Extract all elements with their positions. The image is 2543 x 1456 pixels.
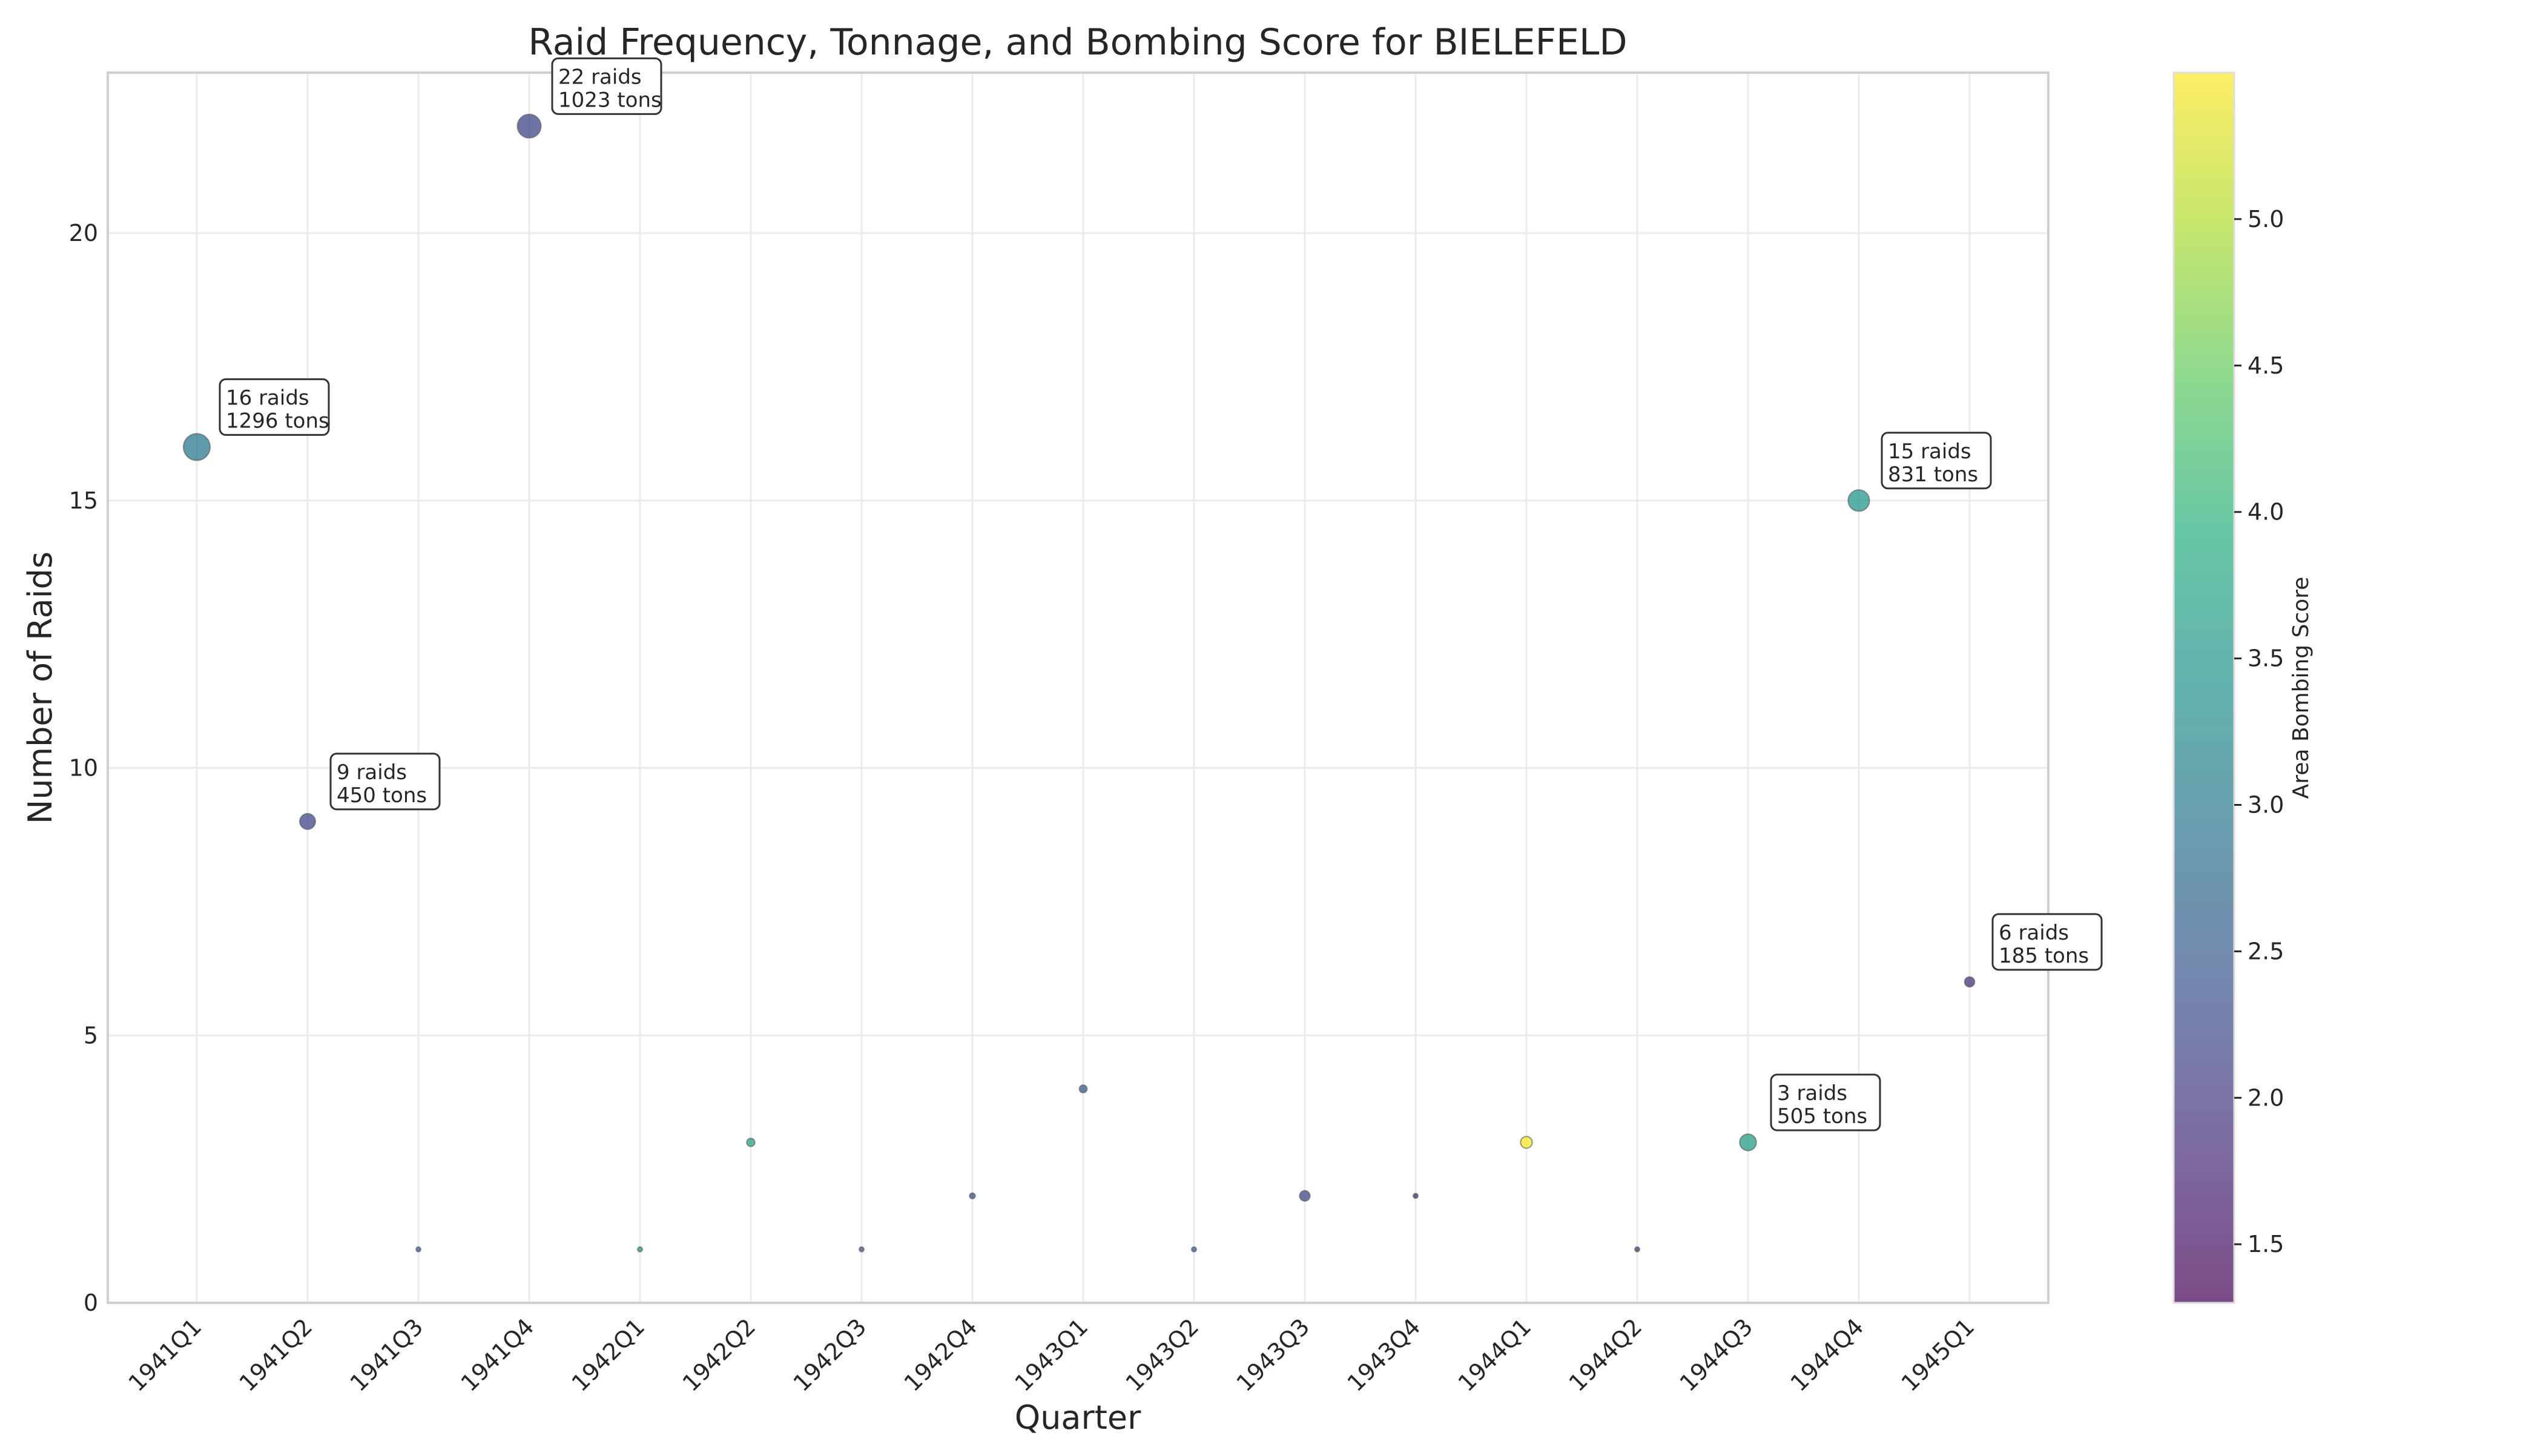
x-tick-label: 1943Q4 — [1342, 1313, 1426, 1397]
data-point — [746, 1138, 756, 1147]
x-tick-label: 1944Q4 — [1786, 1313, 1869, 1397]
annotation-box — [551, 57, 662, 115]
annotation-tons: 1296 tons — [226, 409, 329, 433]
annotation-tons: 831 tons — [1888, 463, 1978, 487]
x-tick-label: 1941Q1 — [124, 1313, 207, 1397]
data-point — [516, 113, 542, 139]
x-tick-label: 1942Q1 — [567, 1313, 650, 1397]
y-tick-label: 0 — [84, 1290, 98, 1316]
data-point — [1634, 1246, 1640, 1253]
annotation-box — [329, 753, 441, 811]
annotation-raids: 16 raids — [226, 386, 309, 410]
data-point — [1191, 1246, 1197, 1253]
colorbar-tick-label: 4.0 — [2248, 499, 2284, 525]
x-tick-label: 1943Q2 — [1121, 1313, 1204, 1397]
chart-title: Raid Frequency, Tonnage, and Bombing Sco… — [528, 21, 1627, 64]
colorbar-tick-label: 3.5 — [2248, 645, 2284, 672]
data-point — [637, 1246, 643, 1253]
colorbar-label: Area Bombing Score — [2289, 577, 2314, 799]
data-point — [1078, 1084, 1088, 1094]
annotation-tons: 450 tons — [337, 783, 427, 808]
y-tick-label: 5 — [84, 1022, 98, 1049]
data-point — [299, 812, 316, 830]
data-point — [1739, 1133, 1757, 1151]
data-point — [415, 1246, 421, 1253]
data-point — [859, 1246, 865, 1253]
data-point — [969, 1192, 976, 1200]
annotation-tons: 1023 tons — [558, 88, 662, 112]
x-tick-label: 1943Q3 — [1232, 1313, 1315, 1397]
data-point — [1847, 489, 1870, 512]
y-tick-label: 20 — [69, 220, 98, 246]
data-point — [1964, 976, 1976, 988]
colorbar-tick-label: 1.5 — [2248, 1231, 2284, 1257]
data-point — [1413, 1193, 1419, 1199]
colorbar-tick-label: 3.0 — [2248, 792, 2284, 819]
annotation-box — [1881, 432, 1992, 490]
annotation-box — [1991, 913, 2103, 971]
annotation-raids: 9 raids — [337, 760, 407, 785]
x-tick-label: 1944Q2 — [1564, 1313, 1648, 1397]
y-tick-label: 15 — [69, 487, 98, 514]
annotation-raids: 6 raids — [1999, 921, 2069, 945]
x-tick-label: 1942Q3 — [788, 1313, 872, 1397]
x-tick-labels: 1941Q1 1941Q2 1941Q3 1941Q4 1942Q1 1942Q2 1942… — [124, 1313, 1980, 1397]
x-tick-label: 1943Q1 — [1010, 1313, 1093, 1397]
annotation-raids: 22 raids — [558, 65, 642, 89]
colorbar-tick-label: 2.5 — [2248, 938, 2284, 964]
y-axis-label: Number of Raids — [21, 552, 59, 824]
data-point — [1299, 1190, 1311, 1202]
data-point — [183, 433, 211, 461]
x-tick-label: 1944Q1 — [1453, 1313, 1537, 1397]
gridlines — [108, 73, 2048, 1304]
annotation-tons: 505 tons — [1777, 1104, 1867, 1128]
x-tick-label: 1941Q3 — [345, 1313, 429, 1397]
annotation-box — [1770, 1073, 1881, 1132]
x-axis-label: Quarter — [1015, 1398, 1141, 1437]
x-tick-label: 1944Q3 — [1675, 1313, 1758, 1397]
data-points — [183, 113, 1976, 1253]
x-tick-label: 1942Q4 — [899, 1313, 983, 1397]
y-tick-label: 10 — [69, 755, 98, 782]
x-tick-label: 1945Q1 — [1896, 1313, 1980, 1397]
colorbar — [2172, 71, 2235, 1304]
annotation-box — [219, 378, 330, 436]
annotation-raids: 3 raids — [1777, 1081, 1847, 1105]
plot-frame — [107, 71, 2050, 1304]
x-tick-label: 1941Q4 — [456, 1313, 539, 1397]
data-point — [1520, 1136, 1533, 1149]
colorbar-tick-labels: 1.5 2.0 2.5 3.0 3.5 4.0 4.5 5.0 — [2234, 206, 2284, 1257]
colorbar-tick-label: 4.5 — [2248, 352, 2284, 379]
x-tick-label: 1941Q2 — [234, 1313, 318, 1397]
colorbar-tick-label: 2.0 — [2248, 1084, 2284, 1111]
colorbar-tick-label: 5.0 — [2248, 206, 2284, 232]
annotation-raids: 15 raids — [1888, 440, 1971, 464]
annotation-tons: 185 tons — [1999, 944, 2089, 968]
x-tick-label: 1942Q2 — [678, 1313, 761, 1397]
y-tick-labels: 0 5 10 15 20 — [69, 220, 98, 1316]
